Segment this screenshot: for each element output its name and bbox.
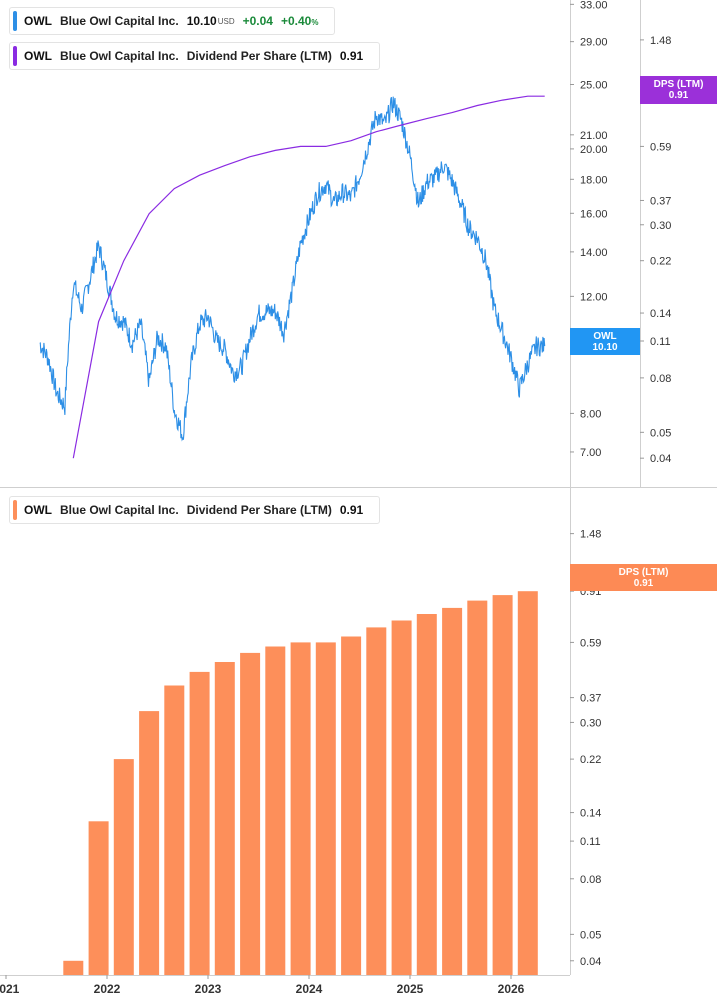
price-tick-label: 14.00	[580, 247, 608, 259]
bar-tick-label: 0.30	[580, 717, 601, 729]
price-tick-label: 33.00	[580, 0, 608, 11]
price-tick-label: 18.00	[580, 174, 608, 186]
legend-dps-value: 0.91	[339, 503, 364, 517]
price-line	[39, 96, 546, 442]
legend-price[interactable]: OWL Blue Owl Capital Inc. 10.10 USD +0.0…	[9, 7, 336, 35]
legend-company: Blue Owl Capital Inc.	[60, 49, 179, 63]
legend-dps-line-swatch	[13, 46, 17, 66]
legend-change-pct: +0.40%	[281, 14, 319, 28]
legend-ticker: OWL	[24, 14, 52, 28]
dps-tick-label: 1.48	[650, 35, 671, 47]
price-tag-ticker: OWL	[593, 330, 617, 342]
dps-bar-tag: DPS (LTM) 0.91	[570, 564, 717, 591]
price-tick-label: 7.00	[580, 447, 601, 459]
legend-dps-value: 0.91	[339, 49, 364, 63]
dps-line-tag-label: DPS (LTM)	[653, 79, 704, 90]
bar-tick-label: 0.37	[580, 693, 601, 705]
x-tick-label: 2026	[498, 982, 525, 996]
dps-bar	[391, 620, 412, 975]
bar-tick-label: 0.14	[580, 808, 601, 820]
legend-currency: USD	[217, 16, 235, 26]
x-tick-label: 2024	[296, 982, 323, 996]
price-tick-label: 20.00	[580, 144, 608, 156]
dps-bar	[517, 591, 538, 975]
price-tag: OWL 10.10	[570, 328, 640, 355]
legend-dps-line[interactable]: OWL Blue Owl Capital Inc. Dividend Per S…	[9, 42, 381, 70]
dps-line-tag: DPS (LTM) 0.91	[640, 76, 717, 104]
legend-ticker: OWL	[24, 49, 52, 63]
dps-bar	[290, 642, 311, 975]
x-tick-label: 2021	[0, 982, 20, 996]
legend-change-pct-value: +0.40	[280, 14, 312, 28]
dps-bar	[189, 671, 210, 975]
price-tick-label: 29.00	[580, 37, 608, 49]
dps-bar	[265, 646, 286, 975]
dps-bar	[315, 642, 336, 975]
legend-pct-sign: %	[311, 18, 319, 27]
legend-company: Blue Owl Capital Inc.	[60, 503, 179, 517]
dps-line-series	[72, 95, 545, 459]
x-tick-label: 2025	[397, 982, 424, 996]
dps-bar-tag-label: DPS (LTM)	[618, 566, 669, 578]
dps-bar	[240, 652, 261, 975]
bar-tick-label: 0.59	[580, 637, 601, 649]
dps-bar-tag-value: 0.91	[633, 577, 654, 589]
bar-tick-label: 0.22	[580, 754, 601, 766]
dps-bar	[113, 759, 134, 975]
dps-bar	[492, 595, 513, 975]
legend-price-swatch	[13, 11, 17, 31]
dps-bar	[214, 662, 235, 975]
dps-bar	[63, 960, 84, 975]
dps-bar-series	[63, 591, 538, 975]
dps-tick-label: 0.30	[650, 220, 671, 232]
dps-bar	[139, 711, 160, 975]
price-tick-label: 21.00	[580, 130, 608, 142]
bar-tick-label: 0.11	[580, 836, 601, 848]
dps-tick-label: 0.59	[650, 141, 671, 153]
dps-tick-label: 0.11	[650, 336, 671, 348]
price-tick-label: 25.00	[580, 79, 608, 91]
legend-ticker: OWL	[24, 503, 52, 517]
dps-line	[72, 95, 545, 459]
legend-price-value: 10.10	[186, 14, 217, 28]
dps-bar	[88, 821, 109, 975]
legend-metric: Dividend Per Share (LTM)	[186, 503, 332, 517]
price-tick-label: 8.00	[580, 408, 601, 420]
price-tick-label: 16.00	[580, 208, 608, 220]
x-tick-label: 2022	[94, 982, 121, 996]
legend-dps-bar-swatch	[13, 500, 17, 520]
bar-tick-label: 0.08	[580, 874, 601, 886]
dps-tick-label: 0.22	[650, 256, 671, 268]
price-tag-value: 10.10	[592, 341, 618, 353]
bar-tick-label: 0.04	[580, 956, 601, 968]
dps-bar	[164, 685, 185, 975]
dps-bar	[341, 636, 362, 975]
dps-tick-label: 0.04	[650, 453, 671, 465]
dps-tick-label: 0.05	[650, 427, 671, 439]
dps-bar	[442, 607, 463, 975]
price-series	[39, 96, 546, 442]
legend-metric: Dividend Per Share (LTM)	[186, 49, 332, 63]
dps-tick-label: 0.14	[650, 308, 671, 320]
price-tick-label: 12.00	[580, 291, 608, 303]
legend-dps-bar[interactable]: OWL Blue Owl Capital Inc. Dividend Per S…	[9, 496, 381, 524]
dps-bar	[366, 627, 387, 975]
dps-tick-label: 0.37	[650, 195, 671, 207]
dps-tick-label: 0.08	[650, 373, 671, 385]
legend-company: Blue Owl Capital Inc.	[60, 14, 179, 28]
dps-bar	[416, 614, 437, 975]
dps-line-tag-value: 0.91	[668, 90, 689, 101]
bar-tick-label: 0.05	[580, 929, 601, 941]
dps-bar	[467, 600, 488, 975]
x-tick-label: 2023	[195, 982, 222, 996]
bar-tick-label: 1.48	[580, 529, 601, 541]
legend-change: +0.04	[242, 14, 273, 28]
